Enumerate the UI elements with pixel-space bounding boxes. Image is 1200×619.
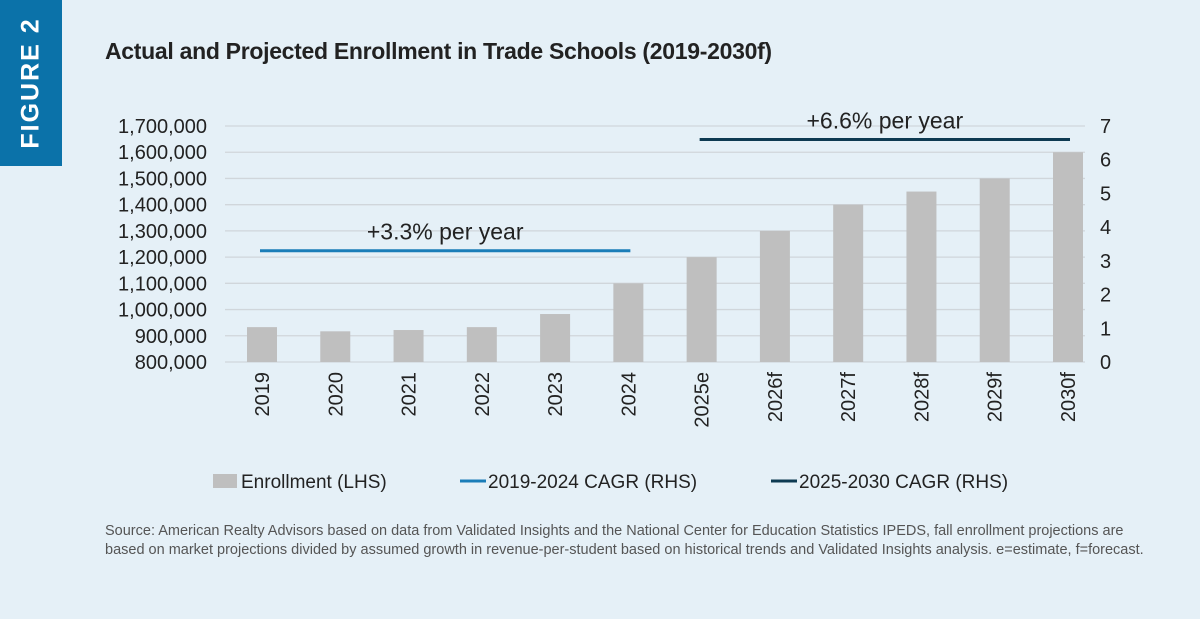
- bar-2025e: [686, 257, 717, 362]
- left-tick-label: 1,700,000: [118, 116, 207, 138]
- right-tick-label: 1: [1100, 318, 1111, 340]
- cagr-label: +6.6% per year: [807, 107, 964, 133]
- x-tick-label: 2029f: [985, 372, 1007, 422]
- left-tick-label: 1,400,000: [118, 195, 207, 217]
- x-tick-label: 2019: [252, 372, 274, 417]
- bar-2030f: [1053, 152, 1083, 362]
- right-tick-label: 3: [1100, 251, 1111, 273]
- chart-title: Actual and Projected Enrollment in Trade…: [105, 38, 772, 64]
- bar-2028f: [906, 191, 937, 362]
- bar-2023: [540, 314, 571, 362]
- right-tick-label: 4: [1100, 217, 1111, 239]
- x-tick-label: 2025e: [692, 372, 714, 428]
- legend-label: 2019-2024 CAGR (RHS): [488, 472, 697, 493]
- right-tick-label: 7: [1100, 116, 1111, 138]
- x-tick-label: 2023: [545, 372, 567, 417]
- x-tick-label: 2020: [325, 372, 347, 417]
- x-tick-label: 2027f: [838, 372, 860, 422]
- x-tick-label: 2026f: [765, 372, 787, 422]
- x-tick-label: 2030f: [1058, 372, 1080, 422]
- legend-label: Enrollment (LHS): [241, 472, 387, 493]
- left-tick-label: 1,300,000: [118, 221, 207, 243]
- bar-2022: [466, 327, 497, 362]
- left-tick-label: 1,100,000: [118, 273, 207, 295]
- right-tick-label: 5: [1100, 183, 1111, 205]
- cagr-label: +3.3% per year: [367, 219, 524, 245]
- left-tick-label: 1,600,000: [118, 142, 207, 164]
- right-tick-label: 6: [1100, 150, 1111, 172]
- bar-2029f: [979, 178, 1010, 362]
- left-tick-label: 1,200,000: [118, 247, 207, 269]
- bar-2019: [247, 327, 277, 362]
- x-tick-label: 2021: [399, 372, 421, 417]
- x-tick-label: 2028f: [911, 372, 933, 422]
- source-note: Source: American Realty Advisors based o…: [105, 523, 1144, 558]
- figure-tab: FIGURE 2: [0, 0, 62, 166]
- left-tick-label: 1,000,000: [118, 300, 207, 322]
- left-tick-label: 1,500,000: [118, 168, 207, 190]
- left-tick-label: 800,000: [135, 352, 207, 374]
- bar-2021: [393, 330, 424, 362]
- x-tick-label: 2022: [472, 372, 494, 417]
- legend-swatch: [213, 474, 237, 488]
- bar-2024: [613, 283, 644, 362]
- x-tick-label: 2024: [618, 372, 640, 417]
- left-tick-label: 900,000: [135, 326, 207, 348]
- bar-2020: [320, 331, 351, 362]
- right-tick-label: 2: [1100, 285, 1111, 307]
- bar-2026f: [759, 230, 790, 362]
- right-tick-label: 0: [1100, 352, 1111, 374]
- legend-label: 2025-2030 CAGR (RHS): [799, 472, 1008, 493]
- bar-2027f: [833, 204, 864, 362]
